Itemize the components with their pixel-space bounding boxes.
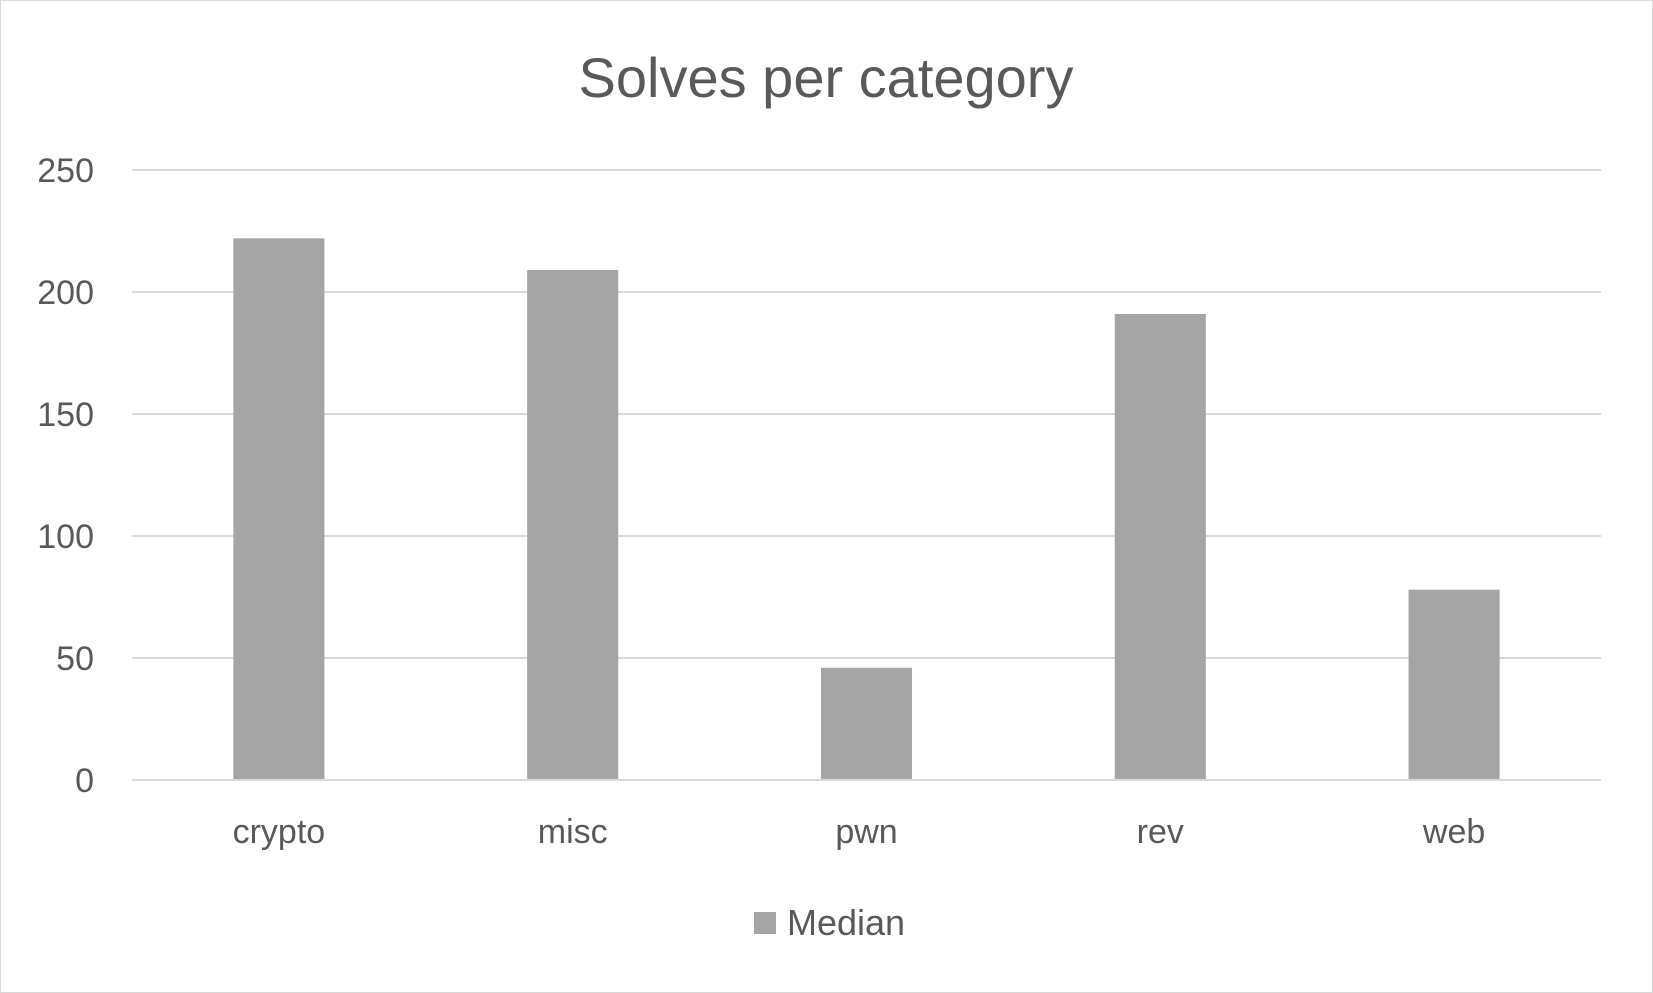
bar-web [1408,589,1500,780]
y-axis-tick-labels: 0 50 100 150 200 250 [37,152,94,800]
x-tick-label: crypto [233,813,326,851]
x-tick-label: misc [538,813,608,851]
y-tick-label: 200 [37,274,94,312]
chart-title: Solves per category [579,46,1074,109]
y-tick-label: 150 [37,396,94,434]
x-axis-tick-labels: crypto misc pwn rev web [233,813,1486,851]
y-tick-label: 100 [37,518,94,556]
y-tick-label: 50 [56,640,94,678]
bar-pwn [820,667,913,780]
legend-swatch [754,912,776,934]
bar-misc [527,270,619,780]
legend-label: Median [787,902,905,943]
x-tick-label: pwn [835,813,897,851]
y-tick-label: 250 [37,152,94,190]
gridlines [132,169,1601,659]
bar-crypto [233,238,325,780]
legend: Median [754,902,905,943]
x-tick-label: rev [1137,813,1184,851]
y-tick-label: 0 [75,762,94,800]
bar-rev [1114,313,1206,780]
bars [233,238,1500,780]
x-tick-label: web [1422,813,1485,851]
